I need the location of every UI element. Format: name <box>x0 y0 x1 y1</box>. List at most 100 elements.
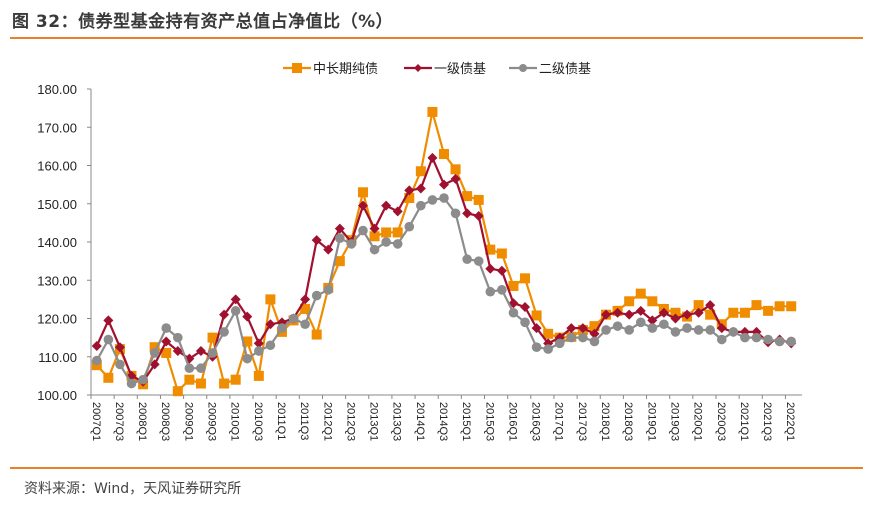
data-point <box>462 208 473 219</box>
data-point <box>786 336 797 347</box>
data-point <box>300 294 311 305</box>
data-point <box>357 187 368 198</box>
x-tick-label: 2007Q1 <box>90 402 102 441</box>
y-tick-label: 140.00 <box>37 235 77 250</box>
x-tick-label: 2014Q1 <box>414 402 426 441</box>
data-point <box>288 313 299 324</box>
source-note: 资料来源：Wind，天风证券研究所 <box>24 481 242 497</box>
data-point <box>624 309 635 320</box>
x-tick-label: 2011Q1 <box>275 402 287 440</box>
data-point <box>404 185 415 196</box>
legend-square-marker <box>292 63 302 73</box>
data-point <box>635 288 646 299</box>
data-point <box>184 374 195 385</box>
data-point <box>427 106 438 117</box>
data-point <box>369 231 380 242</box>
data-point <box>381 227 392 238</box>
data-point <box>774 301 785 312</box>
legend-item: 中长期纯债 <box>283 62 378 77</box>
data-point <box>392 206 403 217</box>
x-tick-label: 2020Q3 <box>715 402 727 441</box>
data-point <box>334 223 345 234</box>
x-tick-label: 2015Q1 <box>460 402 472 441</box>
data-point <box>763 334 773 345</box>
data-point <box>265 340 276 351</box>
data-point <box>172 346 183 357</box>
data-point <box>578 332 588 343</box>
data-point <box>415 166 426 177</box>
data-point <box>242 311 253 322</box>
data-point <box>705 325 715 335</box>
data-point <box>357 200 368 211</box>
x-tick-label: 2016Q3 <box>530 402 542 441</box>
data-point <box>520 302 531 313</box>
data-point <box>635 305 646 316</box>
x-tick-label: 2009Q3 <box>206 402 218 441</box>
data-point <box>693 300 704 311</box>
data-point <box>520 317 530 328</box>
data-point <box>716 334 727 345</box>
data-point <box>543 328 554 339</box>
x-tick-label: 2019Q1 <box>645 402 657 441</box>
data-point <box>207 332 218 343</box>
data-point <box>323 244 334 255</box>
data-point <box>323 285 334 295</box>
data-point <box>334 256 345 267</box>
data-point <box>161 347 172 358</box>
data-point <box>497 285 507 295</box>
data-point <box>612 307 623 318</box>
data-point <box>450 164 461 175</box>
data-point <box>647 296 658 307</box>
y-tick-label: 120.00 <box>37 312 77 327</box>
data-point <box>369 244 380 255</box>
x-tick-label: 2014Q3 <box>437 402 449 441</box>
data-point <box>508 280 519 291</box>
x-tick-label: 2009Q1 <box>182 402 194 441</box>
data-point <box>485 263 496 274</box>
data-point <box>103 334 114 345</box>
data-point <box>496 248 507 259</box>
data-point <box>635 317 646 328</box>
series-2 <box>91 152 797 387</box>
data-point <box>670 327 681 337</box>
x-tick-label: 2013Q1 <box>368 402 380 441</box>
data-point <box>103 372 114 383</box>
y-tick-label: 150.00 <box>37 197 77 212</box>
data-point <box>531 323 542 334</box>
series-layer <box>91 106 797 397</box>
data-point <box>300 319 310 330</box>
x-tick-label: 2010Q1 <box>229 402 241 441</box>
data-point <box>462 191 473 202</box>
x-tick-label: 2020Q1 <box>692 402 704 441</box>
data-point <box>427 152 438 163</box>
data-point <box>682 323 692 333</box>
data-point <box>531 342 542 352</box>
legend: 中长期纯债 一级债基 二级债基 <box>283 62 591 77</box>
x-tick-label: 2012Q1 <box>321 402 333 441</box>
data-point <box>219 378 230 389</box>
y-tick-label: 180.00 <box>37 82 77 97</box>
data-point <box>566 323 577 334</box>
data-point <box>508 307 519 318</box>
data-point <box>450 173 461 184</box>
x-tick-label: 2022Q1 <box>784 402 796 441</box>
data-point <box>311 329 322 340</box>
line-chart: 中长期纯债 一级债基 二级债基 100.00 110.00 120.00 130.00 14… <box>37 62 802 441</box>
x-tick-label: 2010Q3 <box>252 402 264 441</box>
data-point <box>728 327 739 337</box>
data-point <box>311 235 322 246</box>
data-point <box>242 336 253 347</box>
legend-label: 一级债基 <box>434 62 486 77</box>
data-point <box>277 323 287 333</box>
data-point <box>230 294 241 305</box>
data-point <box>577 323 588 334</box>
series-1 <box>91 106 797 397</box>
data-point <box>728 307 739 318</box>
x-tick-label: 2007Q3 <box>113 402 125 441</box>
legend-item: 二级债基 <box>509 62 591 77</box>
data-point <box>751 332 762 343</box>
data-point <box>207 348 218 358</box>
y-tick-label: 130.00 <box>37 273 77 288</box>
data-point <box>589 336 600 347</box>
x-tick-label: 2018Q3 <box>622 402 634 441</box>
